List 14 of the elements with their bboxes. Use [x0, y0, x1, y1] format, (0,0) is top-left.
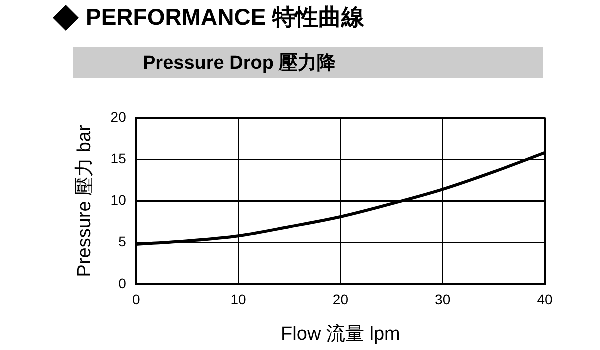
x-tick-label: 20 [332, 292, 349, 308]
x-tick-label: 40 [537, 292, 553, 308]
y-tick-label: 0 [118, 275, 127, 292]
y-tick-label: 15 [110, 150, 127, 166]
y-tick-label: 20 [110, 108, 127, 125]
x-tick-label: 30 [435, 292, 451, 308]
y-tick-label: 5 [118, 234, 127, 250]
y-tick-label: 10 [110, 192, 127, 208]
x-tick-label: 0 [132, 292, 140, 308]
chart-subtitle: Pressure Drop 壓力降 [143, 52, 336, 76]
chart-title: PERFORMANCE 特性曲線 [86, 3, 365, 32]
x-tick-label: 10 [230, 292, 247, 308]
y-axis-title: Pressure 壓力 bar [74, 124, 96, 278]
x-axis-title: Flow 流量 lpm [281, 322, 400, 345]
